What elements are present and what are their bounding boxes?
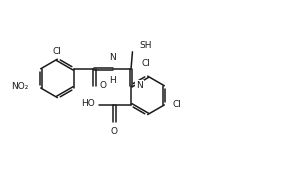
Text: N: N [136, 81, 143, 90]
Text: NO₂: NO₂ [11, 82, 29, 91]
Text: N: N [109, 53, 116, 62]
Text: H: H [109, 76, 115, 85]
Text: Cl: Cl [172, 100, 181, 110]
Text: O: O [99, 81, 106, 90]
Text: SH: SH [139, 41, 152, 50]
Text: Cl: Cl [142, 59, 151, 68]
Text: Cl: Cl [53, 47, 62, 56]
Text: O: O [110, 127, 118, 136]
Text: HO: HO [82, 99, 95, 108]
